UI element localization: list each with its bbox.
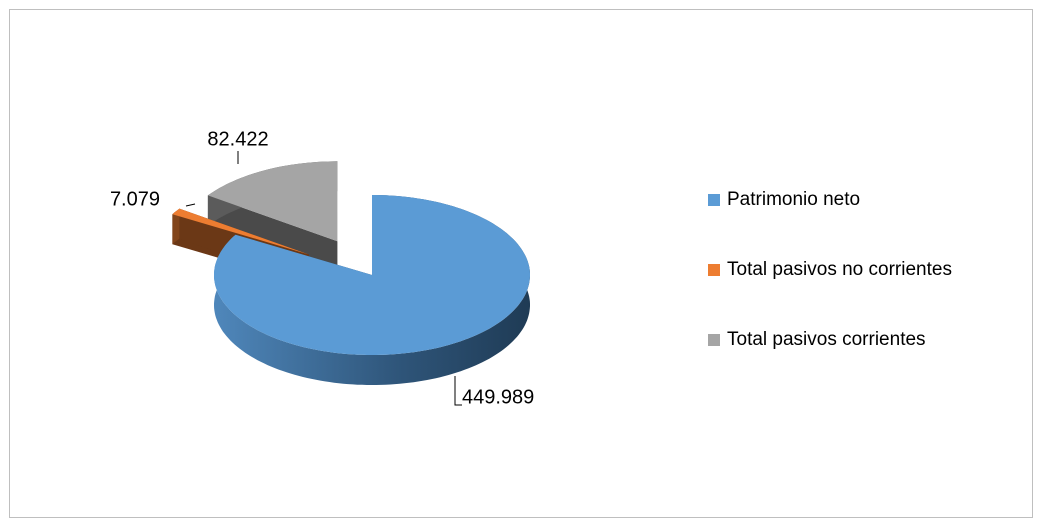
legend-label: Patrimonio neto [727,189,860,210]
legend-swatch [708,264,720,276]
slice [214,195,530,355]
leader-line [454,376,462,406]
legend-label: Total pasivos no corrientes [727,259,952,280]
legend-swatch [708,334,720,346]
legend-label: Total pasivos corrientes [727,329,926,350]
leader-line [185,203,196,207]
data-label: 449.989 [462,386,534,408]
legend-swatch [708,194,720,206]
slice [207,161,338,242]
data-label: 7.079 [110,188,160,210]
slice-side [172,208,180,245]
slice-wall [207,195,338,272]
slice [172,208,309,255]
data-label: 82.422 [207,128,268,150]
